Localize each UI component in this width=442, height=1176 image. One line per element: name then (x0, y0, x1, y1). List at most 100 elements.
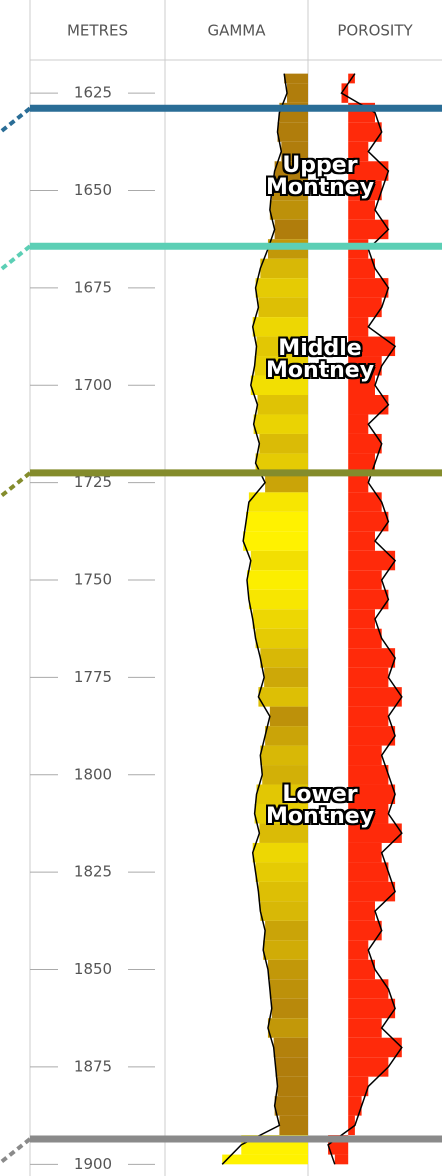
gamma-fill (287, 83, 308, 103)
porosity-fill (348, 998, 396, 1019)
porosity-fill (348, 726, 396, 746)
y-tick-label: 1725 (74, 473, 112, 491)
porosity-fill (348, 979, 389, 999)
porosity-fill (348, 317, 369, 337)
gamma-fill (274, 161, 308, 181)
gamma-fill (259, 433, 308, 454)
gamma-fill (248, 589, 308, 610)
porosity-fill (348, 940, 369, 960)
y-tick-label: 1775 (74, 668, 112, 686)
porosity-fill (348, 745, 382, 766)
porosity-fill (348, 1057, 389, 1077)
header (30, 0, 442, 60)
zone-label: Upper Montney (265, 153, 375, 201)
porosity-fill (348, 414, 369, 434)
gamma-fill (271, 180, 308, 201)
y-tick-label: 1650 (74, 181, 112, 199)
gamma-fill (246, 511, 308, 532)
gamma-fill (258, 297, 308, 318)
gamma-fill (254, 356, 308, 376)
gamma-fill (271, 998, 308, 1019)
gamma-fill (253, 414, 308, 434)
porosity-fill (348, 823, 402, 843)
formation-connector (0, 244, 32, 272)
gamma-fill (255, 862, 308, 882)
porosity-fill (348, 219, 389, 240)
gamma-fill (267, 959, 308, 980)
gamma-fill (252, 317, 308, 337)
porosity-fill (348, 765, 389, 785)
gamma-fill (263, 940, 308, 960)
porosity-fill (348, 531, 375, 551)
gamma-fill (243, 531, 308, 551)
gamma-fill (274, 219, 308, 240)
gamma-fill (265, 472, 308, 493)
porosity-fill (348, 492, 382, 512)
gamma-fill (273, 1037, 308, 1058)
porosity-fill (348, 570, 382, 590)
porosity-fill (348, 394, 389, 415)
porosity-fill (348, 511, 389, 532)
porosity-fill (348, 609, 375, 629)
column-header: POROSITY (337, 22, 413, 40)
column-header: GAMMA (207, 22, 266, 40)
gamma-fill (264, 667, 308, 688)
formation-connector (0, 1137, 32, 1165)
gamma-fill (281, 141, 308, 162)
gamma-fill (222, 1154, 308, 1165)
porosity-fill (348, 589, 389, 610)
porosity-fill (348, 784, 396, 804)
porosity-fill (348, 336, 396, 357)
y-tick-label: 1675 (74, 278, 112, 296)
porosity-fill (348, 453, 375, 473)
gamma-fill (248, 492, 308, 512)
porosity-fill (348, 706, 389, 727)
porosity-fill (348, 628, 382, 649)
gamma-fill (250, 375, 308, 395)
porosity-fill (348, 141, 369, 162)
gamma-fill (284, 73, 308, 84)
y-tick-label: 1875 (74, 1057, 112, 1075)
gamma-fill (260, 648, 308, 668)
porosity-fill (348, 648, 396, 668)
porosity-fill (348, 297, 382, 318)
y-tick-label: 1900 (74, 1155, 112, 1173)
gamma-fill (246, 570, 308, 590)
porosity-fill (348, 804, 389, 824)
gamma-fill (265, 726, 308, 746)
gamma-fill (269, 200, 308, 220)
porosity-fill (348, 258, 375, 279)
y-tick-label: 1625 (74, 84, 112, 102)
gamma-fill (250, 550, 308, 571)
porosity-fill (348, 161, 389, 181)
gamma-fill (255, 278, 308, 298)
gamma-fill (259, 823, 308, 843)
gamma-fill (255, 628, 308, 649)
gamma-fill (269, 979, 308, 999)
gamma-fill (265, 920, 308, 941)
porosity-fill (348, 901, 375, 921)
gamma-fill (262, 765, 308, 785)
formation-connector (0, 471, 32, 499)
porosity-fill (348, 881, 396, 902)
porosity-fill (348, 180, 382, 201)
gamma-fill (256, 784, 308, 804)
porosity-fill (348, 920, 382, 941)
porosity-fill (348, 472, 369, 493)
y-tick-label: 1700 (74, 376, 112, 394)
zone-label: Middle Montney (265, 335, 375, 383)
gamma-fill (277, 122, 308, 142)
gamma-fill (255, 453, 308, 473)
porosity-fill (348, 356, 382, 376)
porosity-fill (348, 1096, 362, 1116)
porosity-fill (348, 550, 396, 571)
porosity-fill (348, 200, 375, 220)
gamma-fill (267, 1018, 308, 1038)
zone-label: Lower Montney (265, 781, 375, 829)
gamma-fill (258, 881, 308, 902)
gamma-fill (260, 745, 308, 766)
porosity-fill (348, 1018, 382, 1038)
gamma-fill (274, 1096, 308, 1116)
